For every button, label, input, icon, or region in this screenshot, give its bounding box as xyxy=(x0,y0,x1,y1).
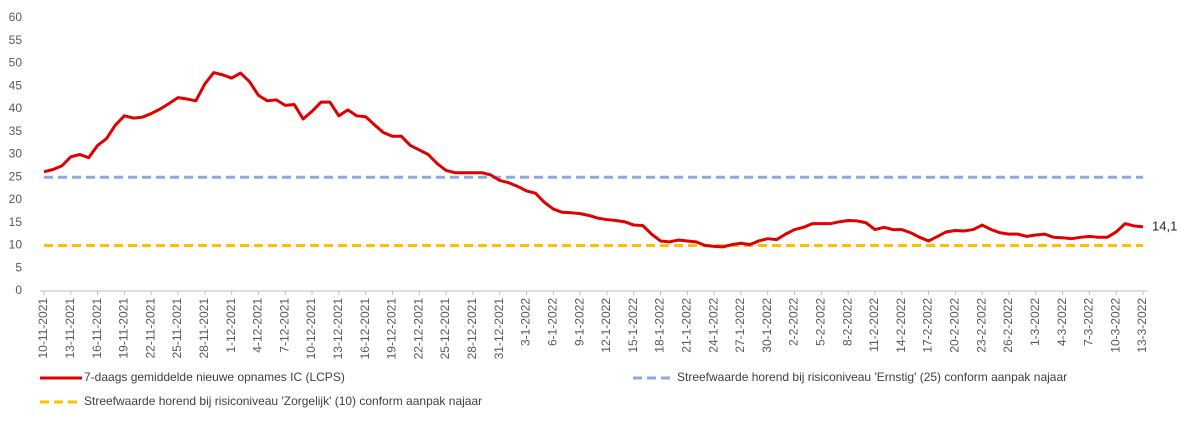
x-tick-label: 10-3-2022 xyxy=(1108,298,1122,353)
x-tick-label: 8-2-2022 xyxy=(840,298,854,346)
x-tick-label: 13-3-2022 xyxy=(1135,298,1149,353)
y-tick-label: 15 xyxy=(9,215,23,229)
x-tick-label: 25-11-2021 xyxy=(170,298,184,359)
x-tick-label: 23-2-2022 xyxy=(974,298,988,353)
x-tick-label: 26-2-2022 xyxy=(1001,298,1015,353)
x-tick-label: 16-11-2021 xyxy=(90,298,104,359)
y-tick-label: 10 xyxy=(9,238,23,252)
x-tick-label: 18-1-2022 xyxy=(653,298,667,353)
x-tick-label: 12-1-2022 xyxy=(599,298,613,353)
legend-label: Streefwaarde horend bij risiconiveau 'Er… xyxy=(677,370,1067,384)
x-tick-label: 5-2-2022 xyxy=(814,298,828,346)
x-tick-label: 19-12-2021 xyxy=(385,298,399,360)
y-tick-label: 30 xyxy=(9,147,23,161)
x-tick-label: 6-1-2022 xyxy=(545,298,559,346)
x-tick-label: 25-12-2021 xyxy=(438,298,452,360)
y-tick-label: 45 xyxy=(9,78,23,92)
x-tick-label: 13-12-2021 xyxy=(331,298,345,360)
y-tick-label: 20 xyxy=(9,192,23,206)
y-tick-label: 50 xyxy=(9,56,23,70)
legend-label: Streefwaarde horend bij risiconiveau 'Zo… xyxy=(84,394,482,408)
series-line xyxy=(43,71,1144,249)
x-tick-label: 1-3-2022 xyxy=(1028,298,1042,346)
data-label: 14,1 xyxy=(1152,218,1177,233)
x-tick-label: 15-1-2022 xyxy=(626,298,640,353)
legend-label: 7-daags gemiddelde nieuwe opnames IC (LC… xyxy=(84,370,345,384)
x-tick-label: 24-1-2022 xyxy=(706,298,720,353)
x-tick-label: 28-12-2021 xyxy=(465,298,479,360)
x-tick-label: 7-3-2022 xyxy=(1082,298,1096,346)
x-tick-label: 22-12-2021 xyxy=(411,298,425,360)
x-tick-label: 9-1-2022 xyxy=(572,298,586,346)
x-tick-label: 17-2-2022 xyxy=(921,298,935,353)
x-tick-label: 1-12-2021 xyxy=(224,298,238,353)
y-tick-label: 5 xyxy=(15,260,22,274)
y-tick-label: 25 xyxy=(9,169,23,183)
x-tick-label: 31-12-2021 xyxy=(492,298,506,360)
y-tick-label: 35 xyxy=(9,124,23,138)
x-tick-label: 20-2-2022 xyxy=(948,298,962,353)
x-tick-label: 30-1-2022 xyxy=(760,298,774,353)
y-tick-label: 60 xyxy=(9,10,23,24)
x-tick-label: 10-12-2021 xyxy=(304,298,318,360)
x-tick-label: 11-2-2022 xyxy=(867,298,881,352)
x-tick-label: 28-11-2021 xyxy=(197,298,211,359)
x-tick-label: 13-11-2021 xyxy=(63,298,77,359)
x-tick-label: 7-12-2021 xyxy=(277,298,291,353)
x-tick-label: 4-12-2021 xyxy=(251,298,265,353)
x-tick-label: 10-11-2021 xyxy=(36,298,50,359)
x-tick-label: 14-2-2022 xyxy=(894,298,908,353)
x-tick-label: 3-1-2022 xyxy=(519,298,533,346)
x-tick-label: 16-12-2021 xyxy=(358,298,372,360)
y-tick-label: 40 xyxy=(9,101,23,115)
y-tick-label: 0 xyxy=(15,283,22,297)
x-tick-label: 4-3-2022 xyxy=(1055,298,1069,346)
x-tick-label: 19-11-2021 xyxy=(117,298,131,359)
y-tick-label: 55 xyxy=(9,33,23,47)
x-tick-label: 21-1-2022 xyxy=(679,298,693,353)
x-tick-label: 27-1-2022 xyxy=(733,298,747,353)
x-tick-label: 2-2-2022 xyxy=(787,298,801,346)
x-tick-label: 22-11-2021 xyxy=(143,298,157,359)
